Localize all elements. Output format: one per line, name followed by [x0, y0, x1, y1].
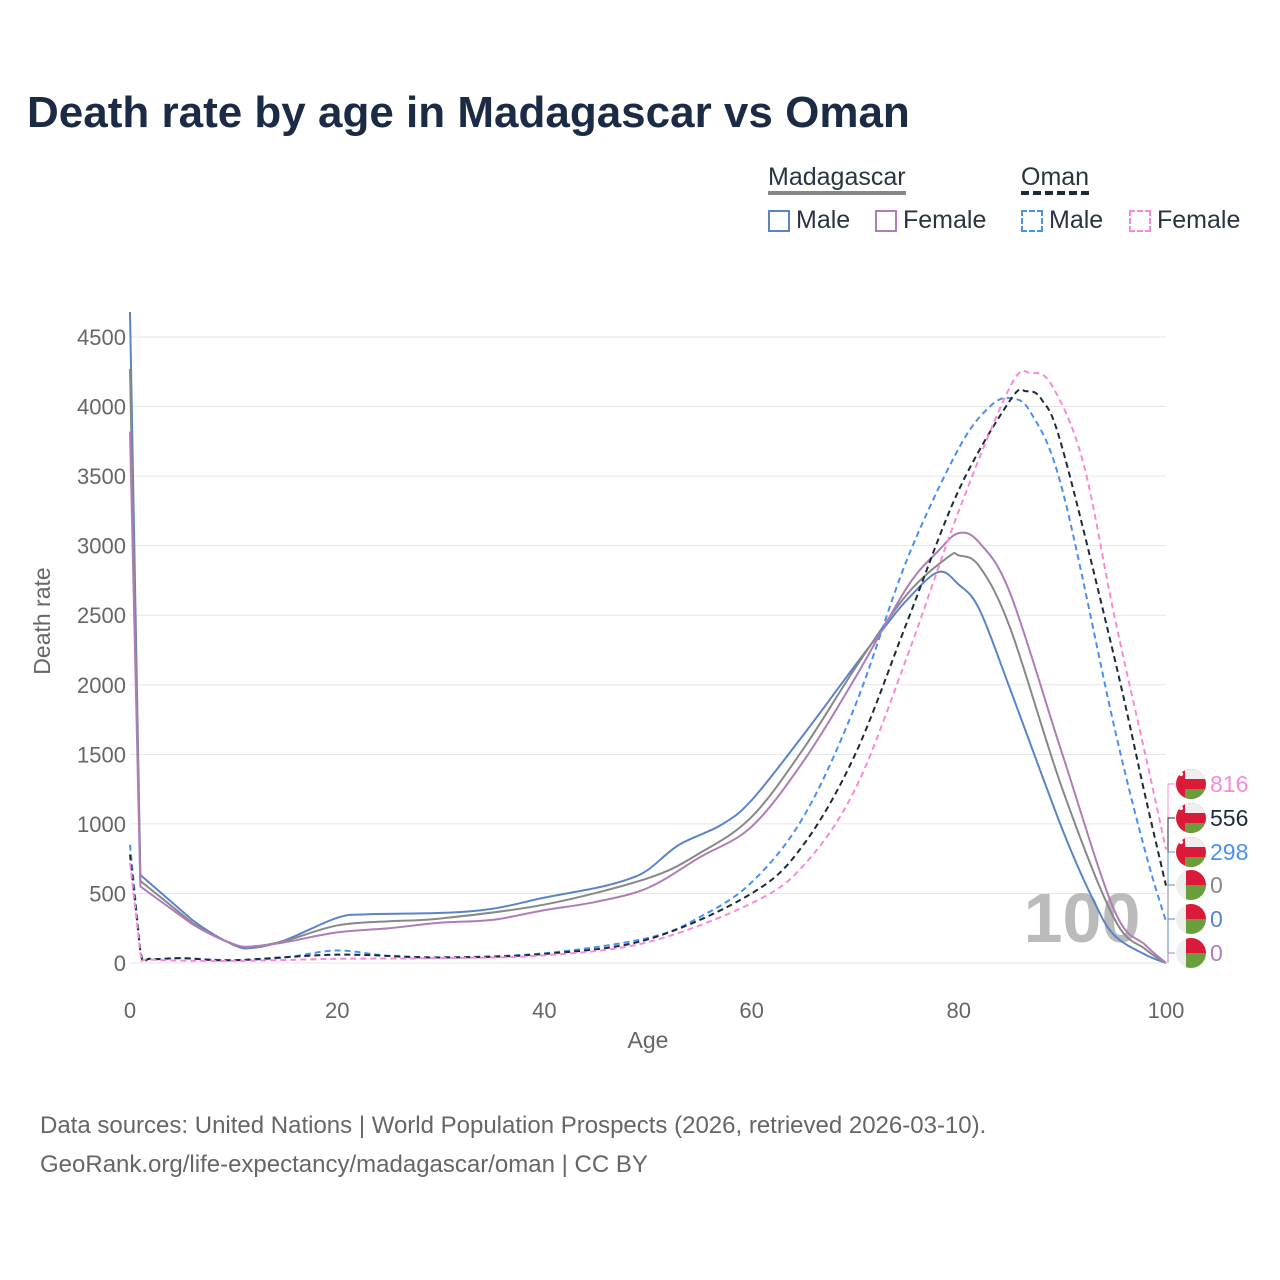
flag-emblem	[1179, 772, 1183, 776]
x-tick-label: 0	[124, 998, 136, 1023]
y-tick-label: 3000	[77, 534, 126, 559]
y-tick-label: 2000	[77, 673, 126, 698]
current-age-watermark: 100	[1024, 879, 1141, 957]
x-tick-label: 100	[1148, 998, 1185, 1023]
end-value-label: 0	[1210, 906, 1223, 932]
y-tick-label: 1000	[77, 812, 126, 837]
end-label-connector	[1167, 783, 1175, 850]
legend-item-madagascar-female[interactable]: Female	[875, 206, 986, 235]
legend-group-oman: Oman	[1021, 163, 1090, 195]
end-label-0: 816	[1167, 769, 1248, 850]
legend-item-oman-female[interactable]: Female	[1129, 206, 1240, 235]
legend-label: Female	[1157, 206, 1241, 234]
legend-item-madagascar-male[interactable]: Male	[768, 206, 850, 235]
flag-green	[1185, 823, 1206, 833]
y-tick-label: 500	[89, 881, 126, 906]
chart-title: Death rate by age in Madagascar vs Oman	[27, 88, 910, 137]
oman-flag-icon	[1176, 803, 1206, 833]
footer-link[interactable]: GeoRank.org/life-expectancy/madagascar/o…	[40, 1151, 648, 1178]
series-line-madagascar-male	[129, 311, 1167, 964]
x-tick-label: 20	[325, 998, 349, 1023]
end-value-label: 298	[1210, 839, 1248, 865]
footer-sources: Data sources: United Nations | World Pop…	[40, 1112, 987, 1139]
series-line-oman-male	[129, 396, 1167, 963]
end-label-2: 298	[1167, 837, 1248, 922]
flag-white	[1185, 837, 1206, 847]
flag-green	[1185, 789, 1206, 799]
oman-flag-icon	[1176, 769, 1206, 799]
end-value-label: 816	[1210, 771, 1248, 797]
flag-green	[1185, 857, 1206, 867]
end-value-label: 0	[1210, 872, 1223, 898]
x-tick-label: 80	[947, 998, 971, 1023]
series-line-oman-total	[129, 388, 1167, 963]
end-label-5: 0	[1167, 938, 1223, 968]
flag-white	[1185, 803, 1206, 813]
legend-label: Female	[903, 206, 987, 234]
end-label-1: 556	[1167, 803, 1248, 886]
x-axis-label: Age	[628, 1027, 669, 1053]
y-tick-label: 2500	[77, 603, 126, 628]
footer: Data sources: United Nations | World Pop…	[40, 1106, 986, 1184]
madagascar-flag-icon	[1176, 938, 1206, 968]
end-label-connector	[1167, 884, 1175, 963]
y-tick-label: 1500	[77, 742, 126, 767]
y-axis-label: Death rate	[29, 567, 55, 674]
legend-group-madagascar: Madagascar	[768, 163, 906, 195]
legend-swatch	[875, 210, 897, 232]
legend-label: Male	[1049, 206, 1104, 234]
series-line-oman-female	[129, 369, 1167, 963]
legend-swatch	[768, 210, 790, 232]
x-tick-label: 40	[532, 998, 556, 1023]
flag-white	[1185, 769, 1206, 779]
legend-swatch	[1129, 210, 1151, 232]
series-line-madagascar-female	[129, 431, 1167, 964]
end-label-connector	[1167, 918, 1175, 963]
legend-swatch	[1021, 210, 1043, 232]
y-tick-label: 4500	[77, 325, 126, 350]
end-label-connector	[1167, 851, 1175, 922]
x-tick-label: 60	[739, 998, 763, 1023]
series-line-madagascar-total	[129, 368, 1167, 964]
flag-emblem	[1179, 806, 1183, 810]
y-tick-label: 4000	[77, 395, 126, 420]
flag-emblem	[1179, 840, 1183, 844]
y-tick-label: 3500	[77, 464, 126, 489]
legend-label: Male	[796, 206, 851, 234]
end-label-connector	[1167, 952, 1175, 963]
end-value-label: 556	[1210, 805, 1248, 831]
legend-item-oman-male[interactable]: Male	[1021, 206, 1103, 235]
y-tick-label: 0	[114, 951, 126, 976]
oman-flag-icon	[1176, 837, 1206, 867]
end-value-label: 0	[1210, 940, 1223, 966]
